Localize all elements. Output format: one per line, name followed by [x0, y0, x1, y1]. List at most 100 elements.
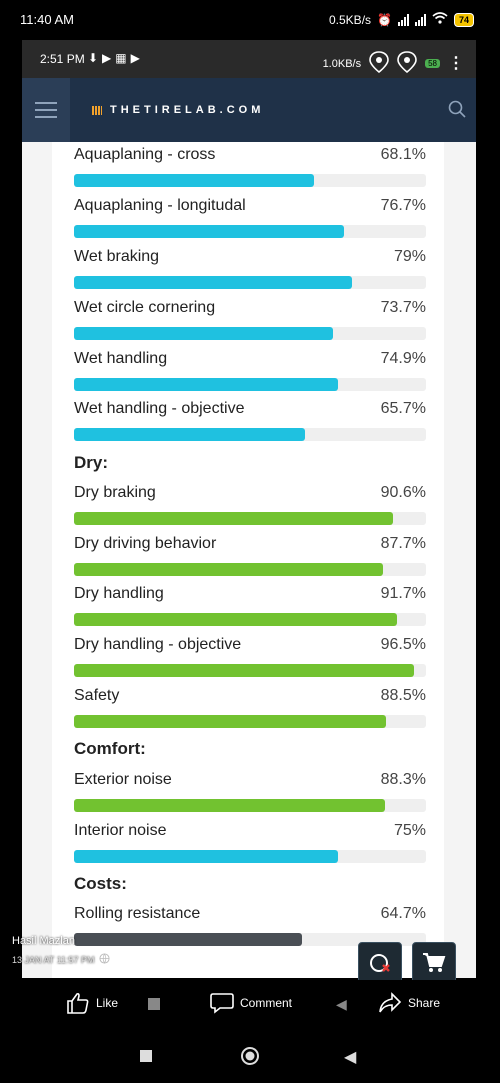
thumbs-up-icon: [67, 992, 89, 1014]
section-title-comfort: Comfort:: [74, 739, 146, 758]
metric-track: [74, 715, 426, 728]
globe-icon: [99, 953, 110, 966]
metric-bar: [74, 850, 338, 863]
post-action-bar: Like Comment ◀ Share: [0, 980, 500, 1028]
metric-track: [74, 327, 426, 340]
metric-value: 88.3%: [380, 771, 426, 788]
recents-button[interactable]: [140, 1050, 152, 1062]
metric-track: [74, 613, 426, 626]
alarm-icon: ⏰: [377, 12, 392, 27]
metric-bar: [74, 933, 302, 946]
map-pin-icon-2[interactable]: [397, 51, 417, 76]
share-label: Share: [408, 996, 441, 1010]
metric-bar: [74, 225, 344, 238]
metric-bar: [74, 276, 353, 289]
metric-bar: [74, 715, 386, 728]
metric-label: Wet handling: [74, 350, 168, 367]
metric-label: Interior noise: [74, 822, 167, 839]
metric-wet-handling-objective: Wet handling - objective 65.7%: [74, 400, 426, 441]
device-clock: 11:40 AM: [20, 12, 74, 27]
overlay-back-icon: ◀: [336, 996, 347, 1012]
metric-value: 88.5%: [380, 687, 426, 704]
signal-icon: [397, 13, 409, 26]
metric-interior-noise: Interior noise 75%: [74, 822, 426, 863]
like-label: Like: [96, 996, 119, 1010]
site-logo[interactable]: THETIRELAB.COM: [92, 104, 264, 116]
metric-label: Wet braking: [74, 248, 160, 265]
metric-value: 65.7%: [380, 400, 426, 417]
metric-exterior-noise: Exterior noise 88.3%: [74, 771, 426, 812]
metric-wet-circle-cornering: Wet circle cornering 73.7%: [74, 299, 426, 340]
map-pin-icon[interactable]: [369, 51, 389, 76]
signal-icon-2: [414, 13, 426, 26]
metric-track: [74, 850, 426, 863]
battery-icon: 74: [453, 12, 474, 27]
comment-label: Comment: [240, 996, 293, 1010]
metric-dry-braking: Dry braking 90.6%: [74, 484, 426, 525]
overlay-square-icon: [148, 998, 160, 1010]
metric-value: 74.9%: [380, 350, 426, 367]
like-button[interactable]: Like: [66, 992, 118, 1014]
metric-track: [74, 378, 426, 391]
metric-value: 64.7%: [380, 905, 426, 922]
refresh-icon[interactable]: [358, 942, 402, 984]
metric-label: Dry braking: [74, 484, 156, 501]
post-meta: 13 JAN AT 11:57 PM: [12, 953, 110, 966]
post-author-name[interactable]: Hasil Mazlan: [12, 935, 75, 947]
metric-bar: [74, 563, 383, 576]
metric-bar: [74, 174, 314, 187]
screenshot-clock: 2:51 PM: [40, 52, 85, 66]
metric-value: 73.7%: [380, 299, 426, 316]
site-header: THETIRELAB.COM: [22, 78, 476, 142]
metric-label: Aquaplaning - longitudal: [74, 197, 246, 214]
metric-label: Safety: [74, 687, 120, 704]
more-options-icon[interactable]: ⋮: [448, 54, 464, 72]
page-margin-right: [444, 142, 476, 978]
network-speed: 0.5KB/s: [329, 12, 372, 27]
post-date: 13 JAN AT 11:57 PM: [12, 954, 95, 965]
metric-aquaplaning-cross: Aquaplaning - cross 68.1%: [74, 146, 426, 187]
comment-button[interactable]: Comment: [210, 992, 292, 1014]
metric-value: 68.1%: [380, 146, 426, 163]
metric-bar: [74, 378, 338, 391]
screenshot-network-speed: 1.0KB/s: [322, 57, 362, 70]
device-status-bar: 11:40 AM 0.5KB/s ⏰ 74: [0, 0, 500, 40]
metric-value: 87.7%: [380, 535, 426, 552]
system-nav-bar: ◀: [0, 1030, 500, 1083]
metric-track: [74, 276, 426, 289]
metric-bar: [74, 613, 397, 626]
page-margin-left: [22, 142, 52, 978]
metric-dry-handling: Dry handling 91.7%: [74, 585, 426, 626]
metric-dry-handling-objective: Dry handling - objective 96.5%: [74, 636, 426, 677]
metric-label: Aquaplaning - cross: [74, 146, 216, 163]
metric-label: Dry driving behavior: [74, 535, 217, 552]
comment-bubble-icon: [210, 993, 234, 1014]
cart-icon[interactable]: [412, 942, 456, 984]
metric-track: [74, 563, 426, 576]
metric-track: [74, 799, 426, 812]
metric-bar: [74, 799, 385, 812]
logo-mark-icon: [92, 105, 102, 115]
share-button[interactable]: Share: [378, 992, 440, 1014]
metric-safety: Safety 88.5%: [74, 687, 426, 728]
back-button[interactable]: ◀: [344, 1049, 357, 1066]
screenshot-status-bar: 2:51 PM ⬇▶▦▶ 1.0KB/s 58 ⋮: [22, 40, 476, 78]
home-button[interactable]: [240, 1046, 260, 1071]
logo-text: THETIRELAB.COM: [110, 104, 265, 116]
metric-track: [74, 174, 426, 187]
search-icon[interactable]: [448, 100, 466, 118]
metric-value: 96.5%: [380, 636, 426, 653]
notification-icons: ⬇▶▦▶: [88, 51, 144, 65]
metric-track: [74, 428, 426, 441]
hamburger-menu-icon[interactable]: [22, 78, 70, 142]
metric-track: [74, 933, 426, 946]
metric-wet-braking: Wet braking 79%: [74, 248, 426, 289]
metric-track: [74, 664, 426, 677]
metric-value: 79%: [393, 248, 426, 265]
metric-bar: [74, 428, 306, 441]
metric-bar: [74, 664, 414, 677]
wifi-icon: [432, 12, 448, 27]
metric-label: Wet circle cornering: [74, 299, 216, 316]
section-title-costs: Costs:: [74, 874, 127, 893]
section-title-dry: Dry:: [74, 453, 109, 472]
